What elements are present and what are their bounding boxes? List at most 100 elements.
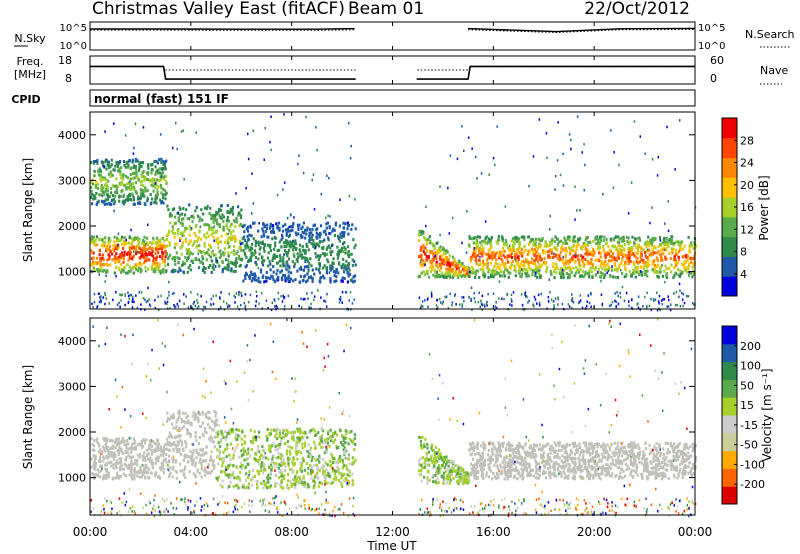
power-cell bbox=[461, 265, 464, 269]
power-cell bbox=[139, 197, 142, 201]
power-cell bbox=[90, 196, 93, 199]
colorbar-tick-label: 16 bbox=[740, 201, 754, 214]
power-cell bbox=[647, 262, 650, 265]
power-cell bbox=[296, 260, 299, 264]
power-cell bbox=[308, 228, 311, 232]
power-noise-cell bbox=[132, 298, 134, 301]
power-cell bbox=[646, 256, 650, 260]
power-cell bbox=[445, 276, 448, 280]
velocity-cell bbox=[102, 476, 105, 480]
velocity-cell bbox=[265, 481, 268, 485]
power-cell bbox=[120, 270, 123, 274]
power-cell bbox=[223, 247, 227, 251]
velocity-cell bbox=[249, 428, 252, 432]
power-cell bbox=[234, 264, 237, 268]
power-cell bbox=[686, 270, 689, 274]
power-cell bbox=[235, 217, 238, 221]
power-noise-cell bbox=[177, 305, 180, 308]
power-cell bbox=[305, 258, 308, 262]
power-cell bbox=[353, 259, 356, 263]
power-cell bbox=[448, 271, 451, 275]
velocity-cell bbox=[222, 450, 225, 454]
velocity-cell bbox=[264, 456, 267, 460]
power-noise-cell bbox=[100, 295, 102, 298]
power-cell bbox=[465, 272, 468, 275]
power-cell bbox=[327, 260, 330, 264]
power-cell bbox=[261, 240, 264, 244]
power-cell bbox=[623, 247, 626, 251]
power-noise-cell bbox=[444, 295, 446, 299]
power-cell bbox=[686, 254, 689, 258]
power-noise-cell bbox=[274, 299, 276, 302]
velocity-cell bbox=[160, 450, 163, 454]
power-cell bbox=[464, 274, 467, 278]
power-cell bbox=[537, 271, 541, 275]
power-cell bbox=[346, 227, 349, 231]
power-cell bbox=[518, 271, 521, 275]
velocity-cell bbox=[250, 483, 254, 487]
power-cell bbox=[436, 249, 439, 253]
velocity-cell bbox=[262, 471, 265, 475]
power-cell bbox=[651, 237, 654, 241]
power-cell bbox=[168, 244, 171, 247]
power-cell bbox=[163, 164, 166, 168]
power-noise-cell bbox=[117, 232, 120, 236]
power-cell bbox=[99, 263, 102, 266]
velocity-cell bbox=[103, 447, 106, 451]
power-cell bbox=[449, 268, 452, 271]
velocity-cell bbox=[118, 445, 121, 449]
power-cell bbox=[343, 270, 346, 274]
power-cell bbox=[594, 273, 597, 277]
power-cell bbox=[516, 256, 519, 260]
velocity-cell bbox=[350, 429, 353, 433]
velocity-cell bbox=[279, 483, 283, 487]
power-cell bbox=[606, 262, 609, 266]
power-cell bbox=[627, 251, 631, 255]
velocity-cell bbox=[253, 430, 256, 434]
power-cell bbox=[143, 261, 146, 265]
velocity-cell bbox=[181, 469, 184, 473]
power-cell bbox=[524, 248, 527, 252]
power-cell bbox=[424, 252, 427, 256]
power-cell bbox=[468, 267, 471, 271]
velocity-cell bbox=[102, 473, 105, 477]
power-noise-cell bbox=[511, 300, 513, 303]
velocity-cell bbox=[194, 416, 197, 419]
velocity-cell bbox=[269, 463, 272, 467]
power-cell bbox=[165, 270, 168, 274]
power-noise-cell bbox=[219, 297, 221, 301]
power-cell bbox=[441, 274, 444, 278]
power-cell bbox=[243, 230, 246, 234]
power-noise-cell bbox=[628, 304, 630, 308]
power-cell bbox=[519, 262, 522, 266]
velocity-cell bbox=[300, 451, 303, 455]
power-noise-cell bbox=[463, 299, 465, 303]
velocity-cell bbox=[200, 475, 203, 479]
velocity-cell bbox=[162, 448, 165, 452]
noise-panel: N.Sky 10^5 10^0 10^5 10^0 N.Search bbox=[14, 21, 795, 52]
power-cell bbox=[124, 165, 127, 169]
power-cell bbox=[298, 243, 302, 247]
velocity-cell bbox=[201, 412, 205, 416]
power-cell bbox=[218, 225, 221, 229]
power-noise-cell bbox=[630, 306, 633, 309]
power-noise-cell bbox=[132, 295, 134, 299]
velocity-cell bbox=[116, 461, 120, 465]
velocity-cell bbox=[178, 409, 181, 413]
velocity-cell bbox=[341, 443, 344, 446]
power-cell bbox=[162, 201, 165, 205]
power-cell bbox=[211, 266, 214, 269]
power-cell bbox=[197, 238, 200, 242]
velocity-cell bbox=[218, 453, 221, 457]
power-cell bbox=[592, 239, 595, 243]
power-noise-cell bbox=[456, 157, 459, 161]
power-cell bbox=[123, 266, 126, 270]
power-cell bbox=[220, 234, 223, 238]
power-cell bbox=[127, 164, 130, 168]
power-noise-cell bbox=[614, 299, 616, 303]
velocity-cell bbox=[154, 457, 157, 461]
velocity-cell bbox=[192, 458, 195, 462]
velocity-cell bbox=[188, 431, 191, 435]
power-cell bbox=[272, 270, 275, 274]
power-cell bbox=[300, 236, 303, 240]
